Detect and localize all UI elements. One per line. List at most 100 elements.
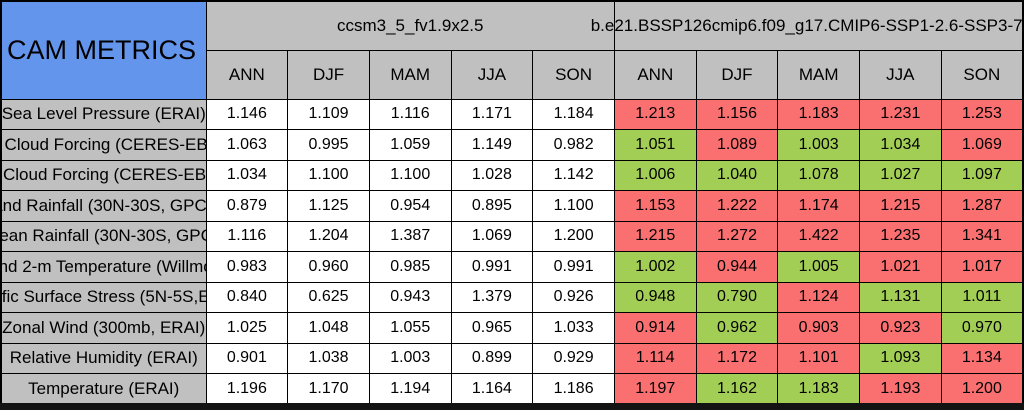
metric-label: Ocean Rainfall (30N-30S, GPCP) (2, 226, 205, 246)
test-value-cell: 0.923 (859, 312, 942, 344)
test-value-cell: 1.114 (613, 342, 697, 374)
baseline-value-cell: 1.025 (205, 312, 289, 344)
metric-label-cell: Zonal Wind (300mb, ERAI) (0, 312, 207, 344)
baseline-value-cell: 1.116 (368, 98, 452, 130)
baseline-value-cell: 0.995 (287, 129, 370, 161)
season-col-header: SON (532, 49, 615, 100)
test-value-cell: 1.422 (777, 220, 860, 252)
test-value-cell: 1.003 (777, 129, 860, 161)
baseline-value-cell: 0.982 (532, 129, 615, 161)
table-row: Land Rainfall (30N-30S, GPCP) 0.879 1.12… (0, 190, 1024, 222)
group-header-row: CAM METRICS ccsm3_5_fv1.9x2.5 b.e21.BSSP… (0, 0, 1024, 100)
baseline-value-cell: 1.038 (287, 342, 370, 374)
season-col-header: ANN (613, 49, 697, 100)
baseline-value-cell: 1.186 (532, 373, 615, 405)
test-value-cell: 1.341 (940, 220, 1024, 252)
baseline-value-cell: 1.171 (450, 98, 534, 130)
metric-label-cell: Temperature (ERAI) (0, 373, 207, 405)
test-value-cell: 1.051 (613, 129, 697, 161)
metric-label: Sea Level Pressure (ERAI) (2, 104, 206, 124)
baseline-value-cell: 1.003 (368, 342, 452, 374)
metric-label: Temperature (ERAI) (28, 378, 180, 398)
test-value-cell: 0.944 (695, 251, 779, 283)
test-value-cell: 1.021 (859, 251, 942, 283)
baseline-value-cell: 0.625 (287, 281, 370, 313)
season-col-header: SON (940, 49, 1024, 100)
test-value-cell: 1.093 (859, 342, 942, 374)
baseline-value-cell: 0.983 (205, 251, 289, 283)
baseline-value-cell: 0.991 (532, 251, 615, 283)
season-col-header: JJA (450, 49, 534, 100)
metric-label: Land Rainfall (30N-30S, GPCP) (2, 195, 205, 215)
metric-label-cell: Relative Humidity (ERAI) (0, 342, 207, 374)
test-value-cell: 1.156 (695, 98, 779, 130)
table-row: Sea Level Pressure (ERAI) 1.146 1.109 1.… (0, 98, 1024, 130)
baseline-value-cell: 0.895 (450, 190, 534, 222)
test-value-cell: 1.197 (613, 373, 697, 405)
metric-label-cell: SW Cloud Forcing (CERES-EBAF) (0, 129, 207, 161)
baseline-value-cell: 1.100 (287, 159, 370, 191)
test-value-cell: 1.011 (940, 281, 1024, 313)
test-value-cell: 1.153 (613, 190, 697, 222)
test-value-cell: 1.097 (940, 159, 1024, 191)
baseline-value-cell: 1.048 (287, 312, 370, 344)
metrics-body: Sea Level Pressure (ERAI) 1.146 1.109 1.… (0, 98, 1024, 405)
model-run-1-name: ccsm3_5_fv1.9x2.5 (336, 15, 484, 35)
baseline-value-cell: 1.184 (532, 98, 615, 130)
metric-label: SW Cloud Forcing (CERES-EBAF) (2, 134, 206, 154)
table-title: CAM METRICS (0, 0, 207, 100)
test-value-cell: 1.101 (777, 342, 860, 374)
metric-label-cell: Land 2-m Temperature (Willmott) (0, 251, 207, 283)
test-value-cell: 1.215 (613, 220, 697, 252)
metric-label: Zonal Wind (300mb, ERAI) (2, 317, 206, 337)
test-value-cell: 0.790 (695, 281, 779, 313)
baseline-value-cell: 1.196 (205, 373, 289, 405)
test-value-cell: 1.069 (940, 129, 1024, 161)
test-value-cell: 1.089 (695, 129, 779, 161)
test-value-cell: 1.174 (777, 190, 860, 222)
test-value-cell: 1.124 (777, 281, 860, 313)
table-row: Zonal Wind (300mb, ERAI) 1.025 1.048 1.0… (0, 312, 1024, 344)
baseline-value-cell: 1.034 (205, 159, 289, 191)
baseline-value-cell: 1.170 (287, 373, 370, 405)
table-row: LW Cloud Forcing (CERES-EBAF) 1.034 1.10… (0, 159, 1024, 191)
test-value-cell: 1.200 (940, 373, 1024, 405)
test-value-cell: 1.040 (695, 159, 779, 191)
test-value-cell: 1.017 (940, 251, 1024, 283)
metric-label-cell: Land Rainfall (30N-30S, GPCP) (0, 190, 207, 222)
table-row: SW Cloud Forcing (CERES-EBAF) 1.063 0.99… (0, 129, 1024, 161)
baseline-value-cell: 1.164 (450, 373, 534, 405)
table-row: Temperature (ERAI) 1.196 1.170 1.194 1.1… (0, 373, 1024, 405)
baseline-value-cell: 0.879 (205, 190, 289, 222)
baseline-value-cell: 0.901 (205, 342, 289, 374)
baseline-value-cell: 0.929 (532, 342, 615, 374)
test-value-cell: 1.231 (859, 98, 942, 130)
season-col-header: MAM (368, 49, 452, 100)
baseline-value-cell: 1.033 (532, 312, 615, 344)
baseline-value-cell: 1.063 (205, 129, 289, 161)
test-value-cell: 1.215 (859, 190, 942, 222)
test-value-cell: 1.002 (613, 251, 697, 283)
metric-label: Relative Humidity (ERAI) (9, 348, 198, 368)
metric-label: Land 2-m Temperature (Willmott) (2, 256, 205, 276)
baseline-value-cell: 0.954 (368, 190, 452, 222)
model-run-1-header-wrap: ccsm3_5_fv1.9x2.5 (207, 16, 614, 36)
baseline-value-cell: 1.055 (368, 312, 452, 344)
test-value-cell: 1.183 (777, 98, 860, 130)
test-value-cell: 1.272 (695, 220, 779, 252)
test-value-cell: 1.005 (777, 251, 860, 283)
baseline-value-cell: 1.125 (287, 190, 370, 222)
test-value-cell: 1.006 (613, 159, 697, 191)
model-run-2-name: b.e21.BSSP126cmip6.f09_g17.CMIP6-SSP1-2.… (590, 15, 1024, 35)
model-run-2-header-wrap: b.e21.BSSP126cmip6.f09_g17.CMIP6-SSP1-2.… (591, 16, 1024, 36)
baseline-value-cell: 0.985 (368, 251, 452, 283)
test-value-cell: 1.287 (940, 190, 1024, 222)
baseline-value-cell: 0.840 (205, 281, 289, 313)
baseline-value-cell: 1.142 (532, 159, 615, 191)
baseline-value-cell: 0.965 (450, 312, 534, 344)
baseline-value-cell: 0.926 (532, 281, 615, 313)
test-value-cell: 1.172 (695, 342, 779, 374)
model-run-1-header: ccsm3_5_fv1.9x2.5 (205, 0, 615, 51)
